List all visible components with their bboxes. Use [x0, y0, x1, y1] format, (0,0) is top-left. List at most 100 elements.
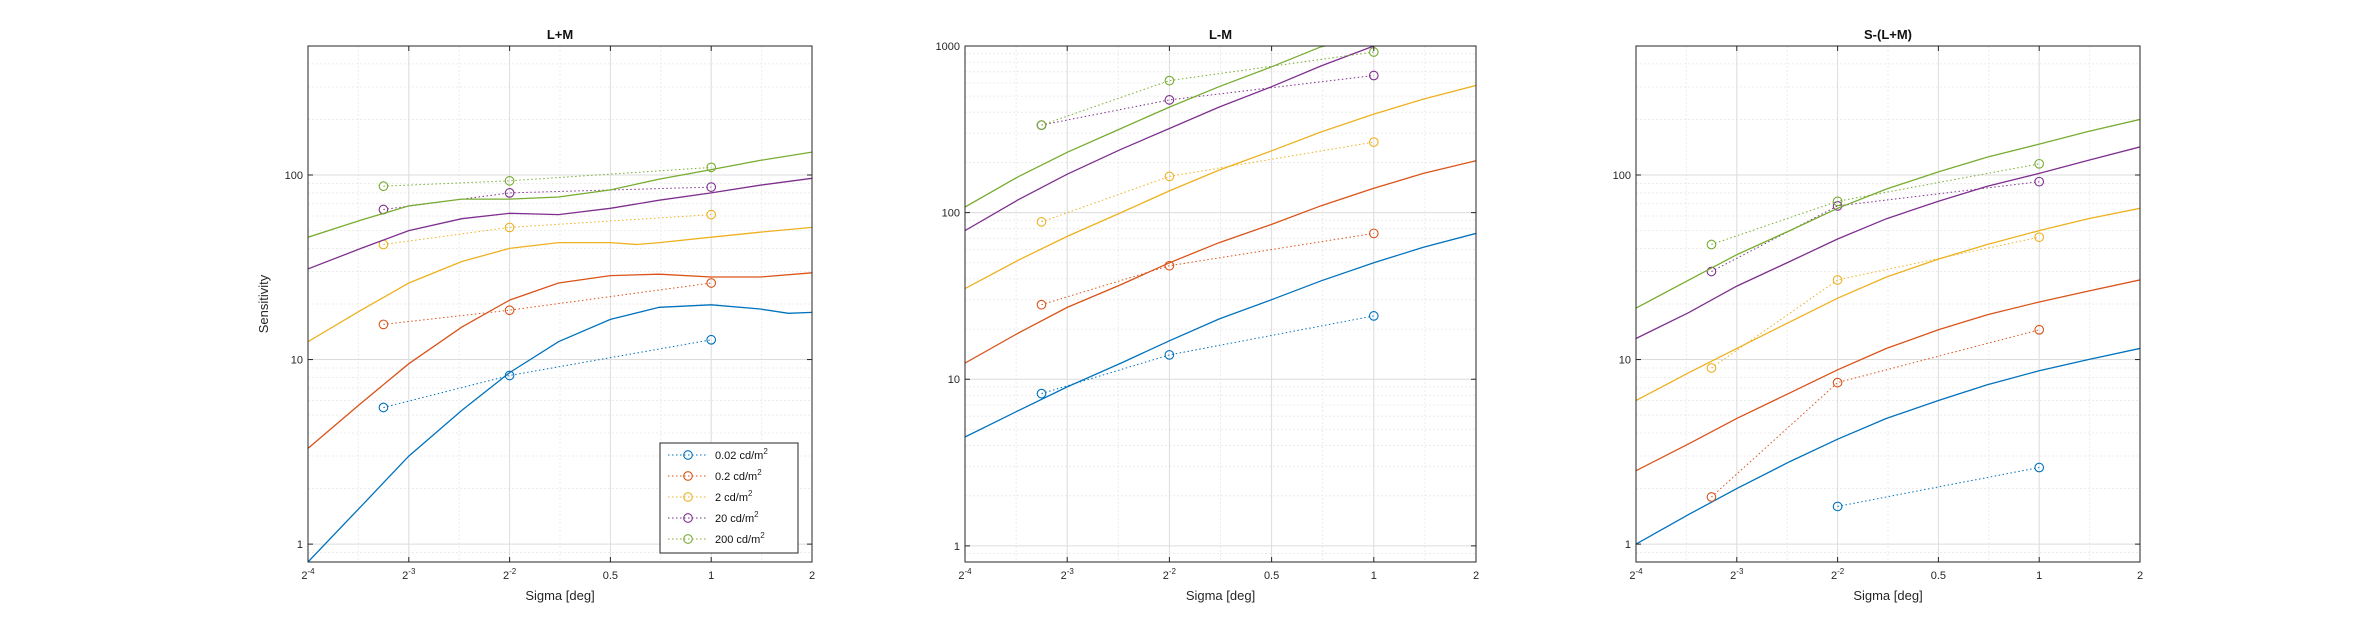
x-axis-label: Sigma [deg] — [525, 588, 594, 603]
data-point — [1832, 275, 1843, 285]
legend-marker — [683, 450, 693, 460]
data-point — [1368, 70, 1379, 81]
y-tick-label: 10 — [291, 355, 303, 367]
fit-line — [965, 160, 1476, 364]
legend-marker — [683, 492, 693, 502]
y-axis-label: Sensitivity — [256, 274, 271, 333]
y-tick-label: 10 — [1619, 355, 1631, 367]
fit-line — [1636, 207, 2140, 402]
x-tick-label: 2 — [2137, 570, 2143, 582]
data-point — [1368, 228, 1379, 239]
data-layer — [1636, 118, 2140, 545]
legend: 0.02 cd/m2 0.2 cd/m2 2 cd/m2 20 cd/m2 200 cd… — [659, 442, 799, 554]
data-point — [1036, 120, 1047, 130]
legend-label: 20 cd/m2 — [715, 510, 759, 525]
measured-line — [1711, 163, 2040, 245]
series-0-2-cd-m2 — [965, 160, 1476, 364]
data-point — [706, 209, 717, 220]
x-tick-label: 2-4 — [301, 567, 315, 582]
legend-marker — [683, 513, 693, 523]
x-tick-label: 2-2 — [1163, 567, 1177, 582]
legend-label: 2 cd/m2 — [715, 489, 753, 504]
x-tick-label: 2-4 — [958, 567, 972, 582]
data-point — [1164, 171, 1175, 182]
x-tick-label: 1 — [708, 570, 714, 582]
fit-line — [308, 177, 812, 270]
series-0-2-cd-m2 — [1636, 279, 2140, 502]
series-200-cd-m2 — [1636, 118, 2140, 309]
y-tick-label: 1 — [954, 541, 960, 553]
data-point — [504, 222, 515, 233]
data-point — [378, 402, 389, 413]
fit-line — [308, 151, 812, 238]
measured-line — [1711, 329, 2040, 498]
x-tick-label: 0.5 — [603, 570, 618, 582]
y-tick-label: 100 — [285, 170, 303, 182]
x-tick-label: 0.5 — [1931, 570, 1946, 582]
legend-label: 0.2 cd/m2 — [715, 468, 762, 483]
x-tick-label: 2-2 — [503, 567, 517, 582]
panel-l-m: 1 10 100 2-4 2-3 2-2 0.5 1 2 L+M Sigma [deg] Sensit… — [256, 27, 815, 603]
panel-title: L+M — [547, 27, 573, 42]
data-point — [2034, 158, 2045, 169]
x-tick-label: 2 — [1473, 570, 1479, 582]
data-point — [1036, 217, 1047, 227]
series-0-2-cd-m2 — [308, 272, 812, 449]
legend-entry: 20 cd/m2 — [668, 510, 759, 525]
panel-title: S-(L+M) — [1864, 27, 1912, 42]
data-point — [378, 181, 389, 192]
data-point — [1832, 196, 1843, 207]
series-0-02-cd-m2 — [308, 304, 812, 562]
data-layer — [965, 46, 1476, 438]
fit-line — [965, 46, 1377, 232]
fit-line — [1636, 347, 2140, 545]
data-point — [1164, 75, 1175, 86]
data-point — [504, 305, 515, 316]
legend-label: 200 cd/m2 — [715, 531, 765, 546]
data-point — [2034, 462, 2045, 473]
data-point — [2034, 324, 2045, 335]
data-point — [1164, 95, 1175, 105]
x-tick-label: 2-3 — [1730, 567, 1744, 582]
data-point — [504, 370, 515, 381]
data-point — [1706, 492, 1717, 502]
data-point — [1706, 266, 1717, 277]
data-layer — [308, 151, 812, 562]
fit-line — [1636, 118, 2140, 309]
axes-box — [307, 45, 813, 563]
series-20-cd-m2 — [1636, 146, 2140, 340]
data-point — [1036, 299, 1047, 310]
data-point — [706, 278, 717, 288]
fit-line — [965, 84, 1476, 290]
fit-line — [965, 232, 1476, 438]
measured-line — [383, 166, 712, 187]
data-point — [1706, 239, 1717, 250]
x-tick-label: 2-3 — [1061, 567, 1075, 582]
series-0-02-cd-m2 — [1636, 347, 2140, 545]
data-point — [1164, 350, 1175, 360]
panel-l-m: 1 10 100 1000 2-4 2-3 2-2 0.5 1 2 L-M Sigma [deg] — [936, 27, 1480, 603]
measured-line — [1041, 315, 1374, 395]
y-tick-label: 1000 — [936, 41, 960, 53]
x-tick-label: 2-3 — [402, 567, 416, 582]
data-point — [1832, 377, 1843, 388]
legend-label: 0.02 cd/m2 — [715, 447, 768, 462]
x-tick-label: 1 — [2036, 570, 2042, 582]
x-axis-label: Sigma [deg] — [1853, 588, 1922, 603]
fit-line — [965, 46, 1328, 208]
data-point — [706, 182, 717, 192]
fit-line — [308, 304, 812, 562]
measured-line — [1041, 141, 1374, 223]
x-tick-label: 2 — [809, 570, 815, 582]
axes-box — [1635, 45, 2141, 563]
data-point — [2034, 176, 2045, 187]
fit-line — [308, 226, 812, 343]
x-tick-label: 2-2 — [1831, 567, 1845, 582]
panel-s-l-m: 1 10 100 2-4 2-3 2-2 0.5 1 2 S-(L+M) Sigma [deg] — [1613, 27, 2143, 603]
fit-line — [1636, 146, 2140, 340]
legend-box — [659, 442, 799, 554]
x-tick-label: 1 — [1371, 570, 1377, 582]
y-tick-label: 100 — [1613, 170, 1631, 182]
y-tick-label: 1 — [297, 539, 303, 551]
data-point — [1832, 501, 1843, 512]
